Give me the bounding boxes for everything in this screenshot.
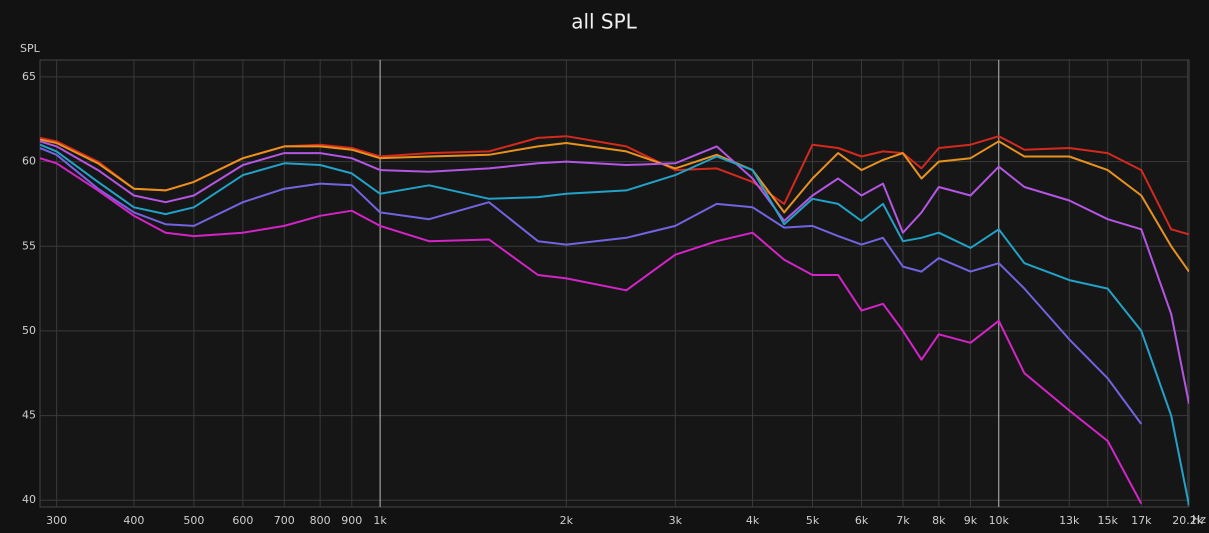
y-tick-label: 65 (22, 70, 36, 83)
chart-title: all SPL (571, 10, 637, 34)
x-axis-unit: Hz (1192, 513, 1206, 526)
x-tick-label: 6k (855, 514, 869, 527)
x-tick-label: 13k (1059, 514, 1080, 527)
x-tick-label: 500 (183, 514, 204, 527)
x-tick-label: 10k (989, 514, 1010, 527)
x-tick-label: 3k (669, 514, 683, 527)
x-tick-label: 20.2k (1172, 514, 1203, 527)
y-tick-label: 55 (22, 239, 36, 252)
spl-line (40, 147, 1143, 425)
y-tick-label: 40 (22, 493, 36, 506)
x-tick-label: 15k (1098, 514, 1119, 527)
y-tick-label: 60 (22, 155, 36, 168)
spl-line (40, 140, 1189, 404)
x-tick-label: 1k (373, 514, 387, 527)
x-tick-label: 700 (274, 514, 295, 527)
x-tick-label: 800 (310, 514, 331, 527)
y-axis-label: SPL (20, 42, 41, 55)
x-tick-label: 5k (806, 514, 820, 527)
x-tick-label: 9k (964, 514, 978, 527)
x-tick-label: 4k (746, 514, 760, 527)
spl-line (40, 143, 1189, 506)
x-tick-label: 8k (932, 514, 946, 527)
x-tick-label: 7k (896, 514, 910, 527)
y-tick-label: 50 (22, 324, 36, 337)
x-tick-label: 2k (560, 514, 574, 527)
x-tick-label: 300 (46, 514, 67, 527)
x-tick-label: 900 (341, 514, 362, 527)
plot-area (39, 59, 1190, 508)
x-tick-label: 17k (1131, 514, 1152, 527)
plot-lines (40, 135, 1189, 506)
spl-line (40, 157, 1143, 505)
x-tick-label: 400 (123, 514, 144, 527)
spl-line (40, 138, 1189, 273)
y-tick-label: 45 (22, 409, 36, 422)
x-tick-label: 600 (232, 514, 253, 527)
